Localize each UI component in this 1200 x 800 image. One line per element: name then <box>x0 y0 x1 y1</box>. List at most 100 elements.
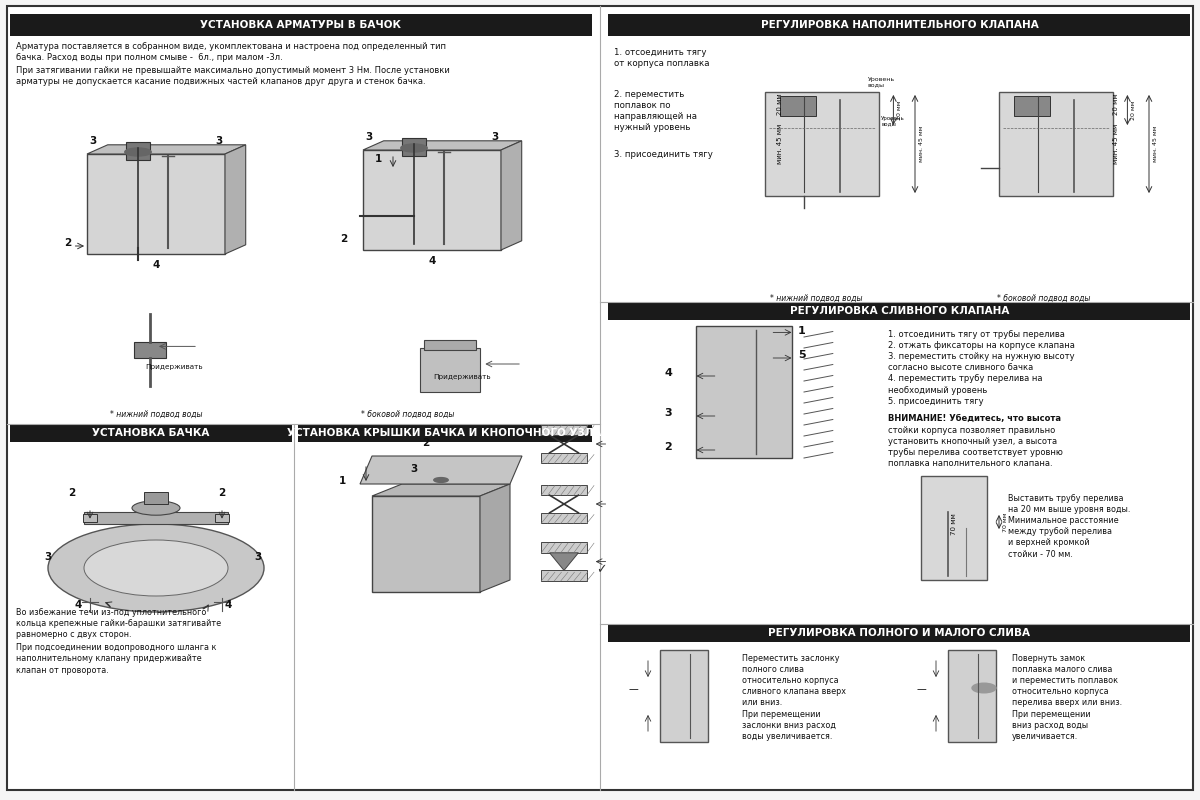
Text: равномерно с двух сторон.: равномерно с двух сторон. <box>16 630 131 639</box>
Bar <box>88 154 226 254</box>
Ellipse shape <box>401 144 427 152</box>
Bar <box>215 514 229 522</box>
Text: необходимый уровень: необходимый уровень <box>888 386 988 394</box>
Text: 2: 2 <box>68 488 76 498</box>
Bar <box>998 92 1114 196</box>
Text: воды увеличивается.: воды увеличивается. <box>742 732 832 741</box>
Text: относительно корпуса: относительно корпуса <box>1012 687 1109 696</box>
Text: При подсоединении водопроводного шланга к: При подсоединении водопроводного шланга … <box>16 643 216 652</box>
Text: 3. переместить стойку на нужную высоту: 3. переместить стойку на нужную высоту <box>888 352 1075 361</box>
Bar <box>134 342 166 358</box>
Bar <box>948 650 996 742</box>
Text: 3: 3 <box>410 464 418 474</box>
Text: мин. 45 мм: мин. 45 мм <box>778 124 784 164</box>
Polygon shape <box>372 484 510 496</box>
Text: от корпуса поплавка: от корпуса поплавка <box>614 59 710 68</box>
Text: арматуры не допускается касание подвижных частей клапанов друг друга и стенок ба: арматуры не допускается касание подвижны… <box>16 77 425 86</box>
Bar <box>922 476 988 580</box>
Ellipse shape <box>84 540 228 596</box>
Bar <box>541 425 587 435</box>
Text: Арматура поставляется в собранном виде, укомплектована и настроена под определен: Арматура поставляется в собранном виде, … <box>16 42 445 50</box>
Text: Уровень
воды: Уровень воды <box>882 115 905 126</box>
Text: Переместить заслонку: Переместить заслонку <box>742 654 839 662</box>
Text: мин. 45 мм: мин. 45 мм <box>1114 124 1120 164</box>
Text: 1: 1 <box>338 476 346 486</box>
Ellipse shape <box>125 148 151 156</box>
Polygon shape <box>364 141 522 150</box>
Text: направляющей на: направляющей на <box>614 112 697 121</box>
Text: —: — <box>917 684 926 694</box>
Text: 4: 4 <box>74 600 82 610</box>
Text: Минимальное расстояние: Минимальное расстояние <box>1008 516 1118 525</box>
Ellipse shape <box>132 501 180 515</box>
Text: РЕГУЛИРОВКА НАПОЛНИТЕЛЬНОГО КЛАПАНА: РЕГУЛИРОВКА НАПОЛНИТЕЛЬНОГО КЛАПАНА <box>761 20 1038 30</box>
Polygon shape <box>226 145 246 254</box>
Text: 20 мм: 20 мм <box>778 93 784 115</box>
Text: РЕГУЛИРОВКА ПОЛНОГО И МАЛОГО СЛИВА: РЕГУЛИРОВКА ПОЛНОГО И МАЛОГО СЛИВА <box>768 628 1031 638</box>
Text: трубы перелива соответствует уровню: трубы перелива соответствует уровню <box>888 448 1063 457</box>
Text: мин. 45 мм: мин. 45 мм <box>919 126 924 162</box>
Text: стойки - 70 мм.: стойки - 70 мм. <box>1008 550 1073 558</box>
Text: стойки корпуса позволяет правильно: стойки корпуса позволяет правильно <box>888 426 1055 434</box>
Text: УСТАНОВКА КРЫШКИ БАЧКА И КНОПОЧНОГО УЗЛА: УСТАНОВКА КРЫШКИ БАЧКА И КНОПОЧНОГО УЗЛА <box>288 428 601 438</box>
Text: 3: 3 <box>89 136 97 146</box>
Text: полного слива: полного слива <box>742 665 804 674</box>
Text: 20 мм: 20 мм <box>1132 100 1136 120</box>
Ellipse shape <box>48 524 264 612</box>
Text: 70 мм: 70 мм <box>952 513 958 535</box>
Ellipse shape <box>434 478 449 482</box>
Text: 3. присоединить тягу: 3. присоединить тягу <box>614 150 713 159</box>
Text: и переместить поплавок: и переместить поплавок <box>1012 676 1117 685</box>
Text: 1: 1 <box>374 154 383 164</box>
Text: нужный уровень: нужный уровень <box>614 123 691 132</box>
Text: 1. отсоединить тягу от трубы перелива: 1. отсоединить тягу от трубы перелива <box>888 330 1064 338</box>
Text: 2: 2 <box>218 488 226 498</box>
Bar <box>83 514 97 522</box>
Text: клапан от проворота.: клапан от проворота. <box>16 666 108 674</box>
Text: 3: 3 <box>665 408 672 418</box>
Polygon shape <box>502 141 522 250</box>
Text: сливного клапана вверх: сливного клапана вверх <box>742 687 846 696</box>
Polygon shape <box>88 145 246 154</box>
Text: Придерживать: Придерживать <box>433 374 491 379</box>
Text: УСТАНОВКА БАЧКА: УСТАНОВКА БАЧКА <box>92 428 209 438</box>
Bar <box>541 542 587 553</box>
Text: поплавка наполнительного клапана.: поплавка наполнительного клапана. <box>888 459 1052 468</box>
Bar <box>608 302 1190 320</box>
Bar <box>372 496 480 592</box>
Text: бачка. Расход воды при полном смыве -  6л., при малом -3л.: бачка. Расход воды при полном смыве - 6л… <box>16 53 282 62</box>
Bar <box>144 492 168 504</box>
Text: 5. присоединить тягу: 5. присоединить тягу <box>888 397 984 406</box>
Text: При перемещении: При перемещении <box>742 710 821 718</box>
Text: 1: 1 <box>798 326 805 336</box>
Polygon shape <box>550 553 578 570</box>
Text: согласно высоте сливного бачка: согласно высоте сливного бачка <box>888 363 1033 372</box>
Text: ✓: ✓ <box>596 563 607 576</box>
Text: 4: 4 <box>224 600 232 610</box>
Text: * нижний подвод воды: * нижний подвод воды <box>109 410 203 418</box>
Text: 4: 4 <box>428 256 436 266</box>
Bar <box>541 570 587 581</box>
Bar <box>10 14 592 36</box>
Bar <box>126 142 150 160</box>
Text: между трубой перелива: между трубой перелива <box>1008 527 1112 536</box>
Text: 4: 4 <box>152 261 160 270</box>
Text: 4: 4 <box>664 368 672 378</box>
Text: мин. 45 мм: мин. 45 мм <box>1153 126 1158 162</box>
Text: 2: 2 <box>665 442 672 452</box>
Bar <box>608 624 1190 642</box>
Text: увеличивается.: увеличивается. <box>1012 732 1078 741</box>
Text: * боковой подвод воды: * боковой подвод воды <box>361 410 455 418</box>
Text: Во избежание течи из-под уплотнительного: Во избежание течи из-под уплотнительного <box>16 608 206 617</box>
Bar <box>364 150 502 250</box>
Bar <box>766 92 880 196</box>
Text: 3: 3 <box>365 132 373 142</box>
Text: РЕГУЛИРОВКА СЛИВНОГО КЛАПАНА: РЕГУЛИРОВКА СЛИВНОГО КЛАПАНА <box>790 306 1009 316</box>
Text: 20 мм: 20 мм <box>898 100 902 120</box>
Bar <box>541 513 587 523</box>
Text: Повернуть замок: Повернуть замок <box>1012 654 1085 662</box>
Text: 2: 2 <box>422 438 430 448</box>
Text: 20 мм: 20 мм <box>1114 93 1120 115</box>
Text: Уровень
воды: Уровень воды <box>868 77 895 87</box>
Bar <box>420 348 480 392</box>
